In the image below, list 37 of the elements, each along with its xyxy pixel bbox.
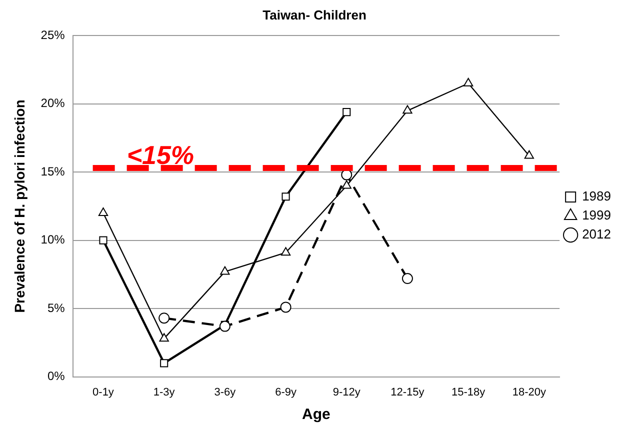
y-tick-label: 15% <box>40 164 66 178</box>
chart-title: Taiwan- Children <box>262 7 366 22</box>
x-tick-label: 9-12y <box>332 386 361 398</box>
x-tick-label: 15-18y <box>451 386 486 398</box>
x-tick-label: 1-3y <box>153 386 176 398</box>
x-tick-label: 6-9y <box>275 386 297 398</box>
point <box>280 247 291 256</box>
point <box>280 302 292 313</box>
point <box>219 320 230 332</box>
legend-label: 1989 <box>582 188 611 204</box>
point <box>342 180 352 189</box>
y-tick-label: 0% <box>47 369 66 384</box>
ref-line-label: <15% <box>126 140 194 170</box>
x-tick-label: 18-20y <box>512 386 546 398</box>
y-tick-label: 5% <box>47 300 66 315</box>
x-tick-label: 3-6y <box>214 386 236 398</box>
point <box>158 312 170 324</box>
y-axis-title: Prevalence of H. pylori infection <box>11 100 28 313</box>
y-tick-label: 20% <box>40 96 66 110</box>
y-tick-label: 25% <box>40 28 66 42</box>
point <box>159 333 169 342</box>
point <box>160 359 168 368</box>
legend-label: 2012 <box>582 226 611 242</box>
point <box>402 105 412 114</box>
y-tick-label: 10% <box>40 232 66 247</box>
point <box>99 236 108 244</box>
point <box>342 108 351 116</box>
point <box>98 208 108 216</box>
legend-label: 1999 <box>582 208 611 223</box>
x-axis-title: Age <box>302 406 330 424</box>
x-tick-label: 12-15y <box>390 386 425 398</box>
point <box>282 192 290 201</box>
point <box>524 150 534 159</box>
x-tick-label: 0-1y <box>92 386 114 398</box>
point <box>402 273 413 284</box>
point <box>220 266 230 275</box>
point <box>463 78 474 86</box>
